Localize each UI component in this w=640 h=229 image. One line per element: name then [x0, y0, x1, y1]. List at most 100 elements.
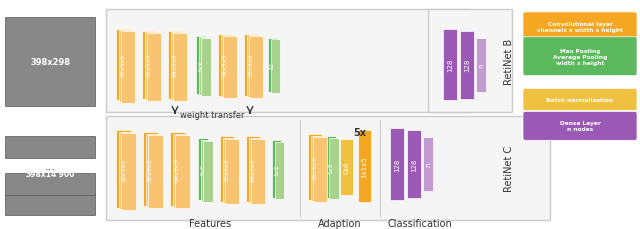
Text: 64x3x3: 64x3x3: [175, 158, 180, 181]
Text: weight transfer: weight transfer: [180, 110, 244, 119]
FancyBboxPatch shape: [523, 112, 637, 141]
FancyBboxPatch shape: [198, 38, 209, 95]
Text: 1x2: 1x2: [328, 162, 333, 173]
Text: 64x3x3: 64x3x3: [173, 54, 177, 77]
Text: 128: 128: [394, 158, 400, 171]
FancyBboxPatch shape: [523, 13, 637, 42]
Text: 16x5x5: 16x5x5: [121, 158, 126, 181]
FancyBboxPatch shape: [116, 30, 130, 101]
FancyBboxPatch shape: [390, 129, 404, 200]
FancyBboxPatch shape: [268, 39, 277, 92]
FancyBboxPatch shape: [175, 135, 190, 209]
FancyBboxPatch shape: [244, 35, 258, 96]
FancyBboxPatch shape: [272, 141, 281, 198]
FancyBboxPatch shape: [116, 131, 131, 208]
Text: 128: 128: [464, 59, 470, 72]
Text: 7x2: 7x2: [200, 164, 205, 175]
Text: Convolutional layer
channels x width x height: Convolutional layer channels x width x h…: [537, 22, 623, 33]
FancyBboxPatch shape: [246, 36, 260, 97]
Text: 128: 128: [411, 158, 417, 171]
FancyBboxPatch shape: [310, 136, 324, 201]
FancyBboxPatch shape: [121, 133, 136, 210]
FancyBboxPatch shape: [106, 117, 550, 220]
FancyBboxPatch shape: [173, 134, 188, 207]
FancyBboxPatch shape: [173, 34, 187, 101]
Text: 1x1x5: 1x1x5: [362, 156, 367, 177]
FancyBboxPatch shape: [523, 89, 637, 111]
Text: n: n: [425, 162, 431, 167]
FancyBboxPatch shape: [407, 131, 421, 198]
FancyBboxPatch shape: [328, 138, 339, 199]
Text: 398x298: 398x298: [30, 58, 70, 67]
Text: 32x3x3: 32x3x3: [148, 158, 153, 181]
FancyBboxPatch shape: [200, 140, 211, 201]
Text: 32x3x3: 32x3x3: [248, 54, 253, 77]
FancyBboxPatch shape: [223, 37, 237, 98]
FancyBboxPatch shape: [143, 133, 158, 206]
FancyBboxPatch shape: [145, 33, 159, 100]
FancyBboxPatch shape: [106, 10, 470, 113]
Text: ...: ...: [45, 161, 56, 172]
FancyBboxPatch shape: [249, 37, 263, 98]
FancyBboxPatch shape: [5, 18, 95, 107]
FancyBboxPatch shape: [198, 139, 208, 200]
Text: 32x3x3: 32x3x3: [147, 54, 152, 77]
FancyBboxPatch shape: [358, 131, 371, 202]
FancyBboxPatch shape: [118, 31, 132, 102]
FancyBboxPatch shape: [5, 173, 95, 195]
Text: 16x5x5: 16x5x5: [120, 54, 125, 77]
FancyBboxPatch shape: [5, 193, 95, 215]
Text: Classification: Classification: [388, 218, 452, 228]
FancyBboxPatch shape: [145, 134, 161, 207]
Text: RetiNet C: RetiNet C: [504, 145, 514, 191]
FancyBboxPatch shape: [326, 137, 336, 198]
FancyBboxPatch shape: [5, 137, 95, 158]
FancyBboxPatch shape: [523, 38, 637, 76]
FancyBboxPatch shape: [168, 32, 182, 99]
Text: 7x2: 7x2: [198, 60, 204, 71]
FancyBboxPatch shape: [313, 137, 327, 203]
FancyBboxPatch shape: [476, 39, 486, 92]
FancyBboxPatch shape: [142, 32, 156, 99]
Text: 16x3x3: 16x3x3: [312, 156, 317, 179]
Text: Max Pooling
Average Pooling
width x height: Max Pooling Average Pooling width x heig…: [553, 49, 607, 65]
Text: 5x: 5x: [353, 128, 367, 138]
FancyBboxPatch shape: [225, 139, 239, 204]
FancyBboxPatch shape: [201, 39, 211, 97]
FancyBboxPatch shape: [340, 140, 353, 195]
FancyBboxPatch shape: [251, 139, 265, 204]
Text: 32x3x3: 32x3x3: [223, 54, 227, 77]
FancyBboxPatch shape: [423, 138, 433, 191]
FancyBboxPatch shape: [460, 32, 474, 99]
FancyBboxPatch shape: [148, 135, 163, 209]
FancyBboxPatch shape: [196, 37, 206, 94]
FancyBboxPatch shape: [121, 32, 135, 104]
FancyBboxPatch shape: [170, 133, 185, 206]
FancyBboxPatch shape: [443, 30, 457, 101]
FancyBboxPatch shape: [221, 36, 234, 97]
Text: 398x14'900: 398x14'900: [26, 169, 75, 178]
FancyBboxPatch shape: [170, 33, 184, 100]
Text: Adaption: Adaption: [318, 218, 362, 228]
Text: 128: 128: [447, 59, 453, 72]
Text: Batch normalization: Batch normalization: [547, 98, 614, 103]
FancyBboxPatch shape: [246, 137, 260, 202]
FancyBboxPatch shape: [271, 40, 280, 93]
FancyBboxPatch shape: [428, 10, 512, 113]
Text: 1x2: 1x2: [274, 164, 279, 175]
FancyBboxPatch shape: [118, 132, 134, 209]
Text: RetiNet B: RetiNet B: [504, 38, 514, 85]
Text: 32x3x3: 32x3x3: [225, 158, 230, 181]
FancyBboxPatch shape: [147, 34, 161, 101]
FancyBboxPatch shape: [248, 138, 262, 203]
Text: 32: 32: [270, 61, 275, 69]
Text: Dense Layer
n nodes: Dense Layer n nodes: [559, 121, 600, 132]
Text: Out: Out: [344, 161, 349, 174]
FancyBboxPatch shape: [223, 138, 237, 203]
Text: n: n: [478, 63, 484, 68]
Text: Features: Features: [189, 218, 231, 228]
FancyBboxPatch shape: [275, 142, 284, 199]
FancyBboxPatch shape: [203, 141, 213, 203]
FancyBboxPatch shape: [308, 135, 322, 200]
FancyBboxPatch shape: [220, 137, 234, 202]
